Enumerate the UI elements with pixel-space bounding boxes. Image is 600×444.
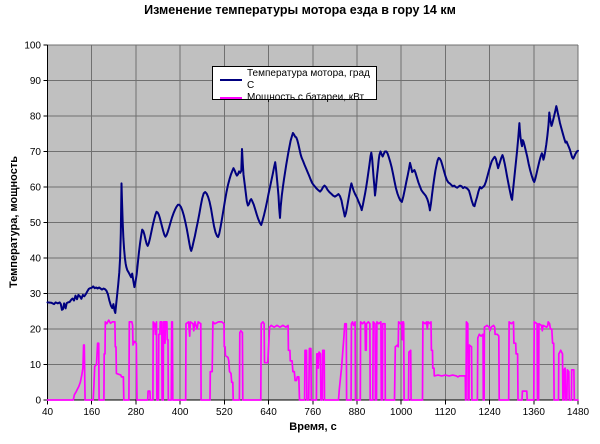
y-tick-label: 20 [30,325,42,336]
legend-item-temperature: Температура мотора, град С [220,68,376,92]
x-tick-label: 880 [349,407,366,418]
temperature-series-line [46,105,579,314]
power-series-line [46,319,579,401]
y-tick-label: 10 [30,360,42,371]
x-tick-label: 280 [128,407,145,418]
x-tick-label: 400 [172,407,189,418]
x-tick-label: 640 [260,407,277,418]
y-tick-label: 40 [30,254,42,265]
power-line-swatch [220,97,242,99]
chart-title: Изменение температуры мотора езда в гору… [144,3,456,17]
x-tick-label: 1480 [567,407,590,418]
y-tick-label: 100 [24,41,41,52]
y-tick-label: 30 [30,289,42,300]
temperature-line-swatch [220,79,242,81]
x-tick-label: 1000 [390,407,413,418]
y-tick-label: 50 [30,218,42,229]
y-tick-label: 60 [30,183,42,194]
x-axis-title: Время, с [289,421,337,433]
x-tick-label: 1120 [435,407,457,418]
y-tick-label: 90 [30,76,42,87]
legend-label-power: Мощность с батареи, кВт [247,92,365,103]
y-tick-label: 70 [30,147,42,158]
x-tick-label: 1360 [523,407,546,418]
x-tick-label: 40 [42,407,54,418]
x-tick-label: 1240 [478,407,501,418]
y-tick-label: 0 [35,396,41,407]
legend-item-power: Мощность с батареи, кВт [220,92,376,104]
legend-label-temperature: Температура мотора, град С [247,68,370,91]
x-tick-label: 520 [216,407,233,418]
legend: Температура мотора, град С Мощность с ба… [212,66,377,103]
x-tick-label: 760 [304,407,321,418]
y-tick-label: 80 [30,112,42,123]
x-tick-label: 160 [83,407,100,418]
